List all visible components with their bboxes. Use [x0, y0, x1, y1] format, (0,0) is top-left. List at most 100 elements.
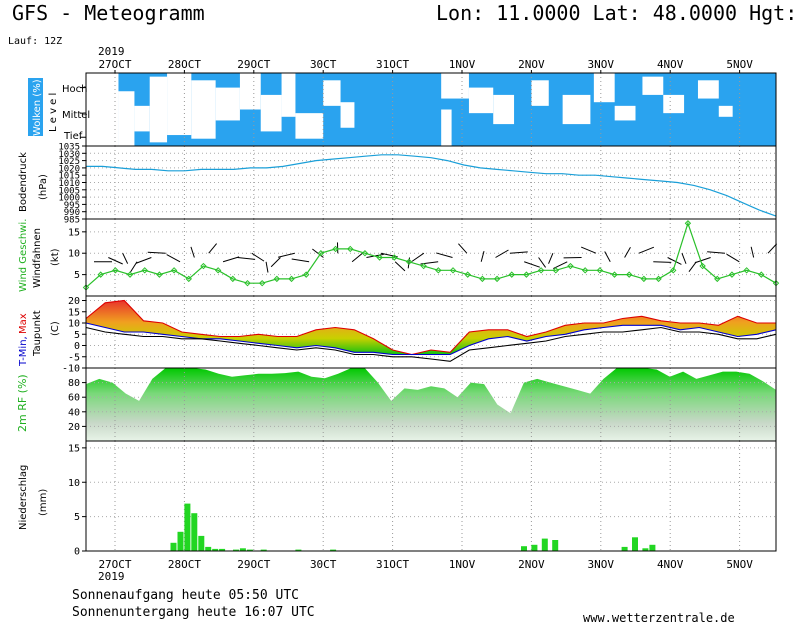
precip-bar	[295, 549, 302, 551]
precip-bar	[246, 549, 253, 551]
cloud-gap	[642, 76, 664, 95]
cloud-gap	[441, 109, 452, 146]
wind-barb	[458, 243, 468, 254]
bottom-day-label: 28OCT	[168, 558, 201, 571]
cloud-gap	[340, 102, 355, 128]
wind-speed-point	[758, 271, 765, 278]
wind-barb	[767, 243, 778, 254]
wind-barb	[208, 243, 218, 254]
cloud-gap	[295, 113, 324, 139]
bottom-day-label: 30CT	[310, 558, 337, 571]
top-day-label: 30CT	[310, 58, 337, 71]
precip-bar	[184, 503, 191, 551]
wind-barb	[548, 253, 554, 264]
wind-speed-point	[317, 250, 325, 257]
precip-bar	[541, 538, 548, 551]
wind-speed-point	[156, 271, 163, 278]
sunset-text: Sonnenuntergang heute 16:07 UTC	[72, 605, 315, 620]
wind-speed-point	[493, 275, 501, 283]
wind-barb	[524, 261, 540, 268]
pressure-ytick-label: 1030	[58, 150, 80, 160]
svg-text:Wolken (%): Wolken (%)	[32, 79, 43, 136]
cloud-gap	[86, 73, 119, 146]
wind-speed-point	[273, 275, 281, 283]
wind-ytick-label: 15	[68, 227, 80, 238]
wind-barb	[394, 261, 406, 272]
precip-bar	[170, 542, 177, 552]
wind-barb	[277, 252, 295, 258]
wind-speed-point	[332, 245, 339, 253]
cloud-panel	[80, 72, 777, 147]
pressure-ytick-label: 1010	[58, 179, 80, 189]
top-day-label: 5NOV	[726, 58, 753, 71]
year-label-top: 2019	[98, 45, 125, 58]
wind-speed-point	[244, 279, 251, 287]
wind-speed-point	[699, 262, 706, 270]
wind-speed-point	[288, 275, 295, 283]
bottom-day-label: 2NOV	[518, 558, 545, 571]
temp-ytick-label: 15	[68, 307, 80, 318]
location-label: Lon: 11.0000 Lat: 48.0000 Hgt: 6	[436, 1, 800, 25]
cloud-gap	[149, 76, 168, 143]
wind-barb	[707, 251, 726, 254]
wind-barb	[495, 249, 509, 258]
cloud-gap	[281, 73, 296, 117]
temp-ytick-label: 10	[68, 319, 80, 330]
wind-speed-point	[625, 271, 633, 278]
wind-speed-point	[112, 267, 119, 274]
wind-barb	[726, 253, 740, 263]
wind-barb	[538, 257, 546, 268]
cloud-gap	[260, 94, 282, 132]
wind-speed-point	[670, 267, 677, 274]
wind-barb	[135, 257, 152, 264]
precip-frame	[85, 440, 777, 552]
wind-barb	[265, 261, 269, 273]
cloud-level-mid: Mittel	[62, 110, 90, 121]
cloud-gap	[215, 87, 240, 121]
pressure-line	[86, 154, 777, 217]
cloud-level-low: Tief	[63, 131, 83, 142]
wind-ytick-label: 5	[74, 270, 80, 281]
wind-speed-point	[508, 271, 515, 278]
sunrise-text: Sonnenaufgang heute 05:50 UTC	[72, 588, 299, 603]
wind-speed-point	[126, 271, 134, 278]
cloud-gap	[468, 87, 494, 114]
pressure-ytick-label: 1015	[58, 172, 80, 182]
humidity-panel: 80 60 40 20	[68, 367, 777, 442]
rh-ytick-label: 60	[68, 393, 80, 404]
wind-barb	[251, 252, 265, 262]
tmax-line	[85, 299, 776, 356]
pressure-axis-label: Bodendruck	[18, 152, 29, 212]
wind-speed-point	[464, 271, 471, 278]
wind-speed-point	[479, 275, 486, 283]
wind-barb	[436, 252, 453, 258]
precip-bar	[552, 540, 559, 551]
pressure-ytick-label: 985	[64, 216, 80, 226]
cloud-gap	[134, 105, 150, 132]
dewpoint-label: Taupunkt	[32, 310, 43, 357]
precipitation-panel: 15 10 5 0	[68, 440, 777, 558]
bottom-day-label: 4NOV	[657, 558, 684, 571]
temp-ytick-label: -10	[62, 364, 80, 375]
wind-speed-point	[258, 279, 266, 287]
wind-unit-label: (kt)	[50, 248, 61, 266]
top-day-labels: 27OCT 28OCT 29OCT 30CT 31OCT 1NOV 2NOV 3NOV 4NOV…	[98, 58, 753, 73]
wind-speed-point	[170, 267, 178, 274]
top-day-label: 27OCT	[98, 58, 131, 71]
precip-bar	[239, 548, 246, 552]
top-day-label: 28OCT	[168, 58, 201, 71]
wind-barb	[480, 250, 485, 262]
cloud-gap	[531, 80, 549, 106]
rh-ytick-label: 40	[68, 407, 80, 418]
top-day-label: 29OCT	[237, 58, 270, 71]
website-text: www.wetterzentrale.de	[583, 611, 735, 625]
wind-barb	[237, 257, 256, 260]
pressure-ytick-label: 1020	[58, 164, 80, 174]
pressure-ytick-label: 990	[64, 208, 80, 218]
wind-barb	[653, 261, 672, 263]
wind-speed-point	[376, 254, 383, 261]
wind-speed-point	[214, 267, 222, 274]
wind-speed-point	[596, 267, 604, 274]
cloud-gap	[718, 105, 733, 117]
